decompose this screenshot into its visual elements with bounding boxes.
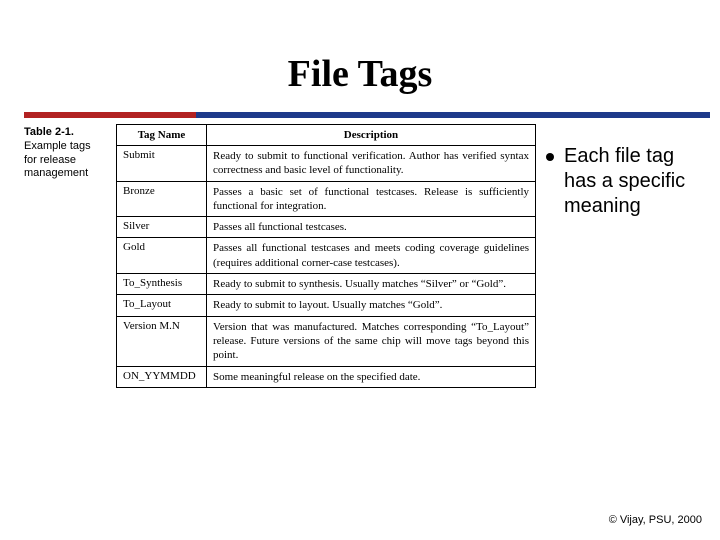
accent-red — [24, 112, 196, 118]
tags-table: Tag Name Description Submit Ready to sub… — [116, 124, 536, 388]
bullet-icon — [546, 153, 554, 161]
col-header-tagname: Tag Name — [117, 125, 207, 146]
cell-description: Passes a basic set of functional testcas… — [207, 181, 536, 217]
accent-bar — [24, 112, 710, 118]
table-row: Gold Passes all functional testcases and… — [117, 238, 536, 274]
table-row: Bronze Passes a basic set of functional … — [117, 181, 536, 217]
slide-title: File Tags — [0, 0, 720, 102]
cell-description: Ready to submit to synthesis. Usually ma… — [207, 274, 536, 295]
table-row: Submit Ready to submit to functional ver… — [117, 146, 536, 182]
cell-description: Version that was manufactured. Matches c… — [207, 316, 536, 366]
cell-tagname: To_Layout — [117, 295, 207, 316]
content-area: Table 2-1. Example tags for release mana… — [24, 124, 710, 388]
caption-line: for release — [24, 154, 106, 168]
caption-line: management — [24, 167, 106, 181]
cell-tagname: ON_YYMMDD — [117, 366, 207, 387]
cell-tagname: Gold — [117, 238, 207, 274]
cell-description: Passes all functional testcases. — [207, 217, 536, 238]
table-row: To_Layout Ready to submit to layout. Usu… — [117, 295, 536, 316]
table-caption: Table 2-1. Example tags for release mana… — [24, 124, 106, 388]
bullet-area: Each file tag has a specific meaning — [546, 124, 710, 388]
cell-tagname: To_Synthesis — [117, 274, 207, 295]
cell-tagname: Version M.N — [117, 316, 207, 366]
slide: File Tags Table 2-1. Example tags for re… — [0, 0, 720, 540]
caption-number: Table 2-1. — [24, 126, 106, 140]
table-row: To_Synthesis Ready to submit to synthesi… — [117, 274, 536, 295]
bullet-item: Each file tag has a specific meaning — [546, 144, 710, 219]
accent-blue — [196, 112, 711, 118]
table-header-row: Tag Name Description — [117, 125, 536, 146]
bullet-text: Each file tag has a specific meaning — [564, 144, 710, 219]
cell-description: Ready to submit to layout. Usually match… — [207, 295, 536, 316]
footer-copyright: © Vijay, PSU, 2000 — [609, 514, 702, 526]
table-row: ON_YYMMDD Some meaningful release on the… — [117, 366, 536, 387]
caption-line: Example tags — [24, 140, 106, 154]
table-wrap: Tag Name Description Submit Ready to sub… — [116, 124, 536, 388]
cell-description: Passes all functional testcases and meet… — [207, 238, 536, 274]
cell-description: Some meaningful release on the specified… — [207, 366, 536, 387]
cell-description: Ready to submit to functional verificati… — [207, 146, 536, 182]
cell-tagname: Bronze — [117, 181, 207, 217]
col-header-description: Description — [207, 125, 536, 146]
cell-tagname: Silver — [117, 217, 207, 238]
table-row: Silver Passes all functional testcases. — [117, 217, 536, 238]
table-row: Version M.N Version that was manufacture… — [117, 316, 536, 366]
cell-tagname: Submit — [117, 146, 207, 182]
